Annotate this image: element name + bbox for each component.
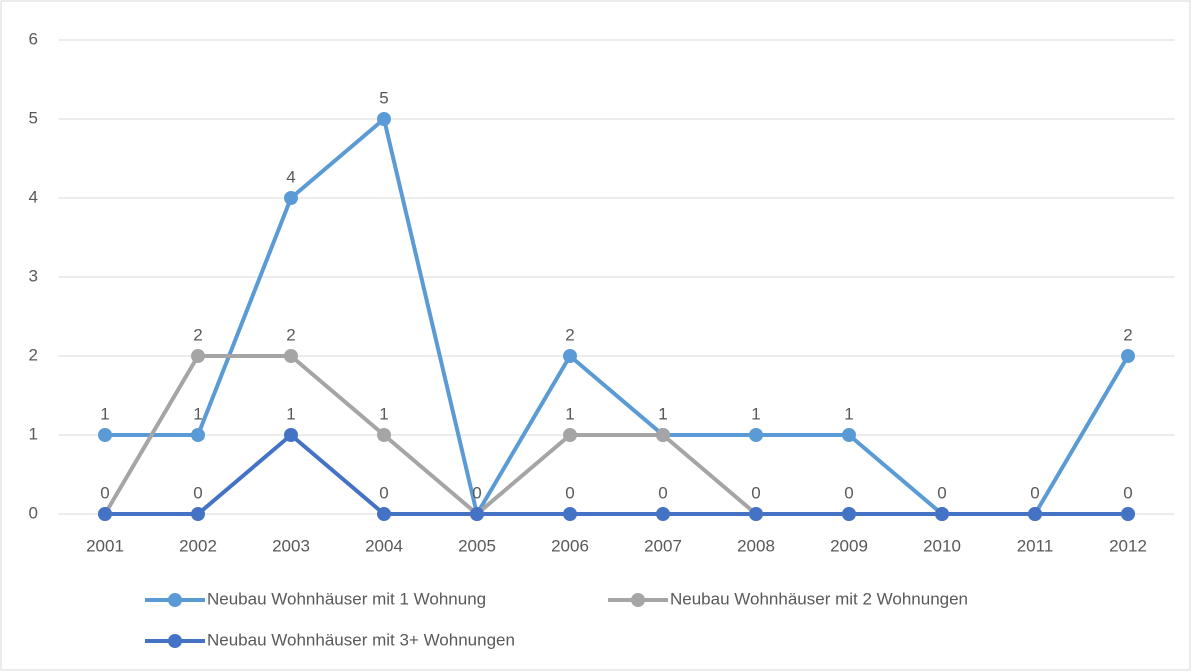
point — [470, 507, 484, 521]
x-tick-label: 2003 — [272, 536, 310, 555]
data-label: 1 — [658, 404, 667, 423]
y-tick-label: 3 — [29, 266, 38, 285]
point — [191, 428, 205, 442]
x-tick-label: 2011 — [1017, 536, 1054, 555]
x-tick-label: 2007 — [644, 536, 682, 555]
y-tick-label: 4 — [29, 187, 38, 206]
data-label: 0 — [751, 483, 760, 502]
point — [1121, 349, 1135, 363]
data-label: 1 — [379, 404, 388, 423]
point — [935, 507, 949, 521]
data-label: 5 — [379, 88, 388, 107]
data-label: 1 — [751, 404, 760, 423]
point — [842, 428, 856, 442]
x-tick-label: 2009 — [830, 536, 868, 555]
x-tick-label: 2002 — [179, 536, 217, 555]
data-label: 0 — [100, 483, 109, 502]
x-tick-label: 2008 — [737, 536, 775, 555]
y-tick-label: 2 — [29, 345, 38, 364]
point — [377, 507, 391, 521]
point — [377, 428, 391, 442]
data-label: 2 — [193, 325, 202, 344]
point — [284, 191, 298, 205]
data-label: 4 — [286, 167, 295, 186]
point — [191, 507, 205, 521]
data-label: 2 — [1123, 325, 1132, 344]
legend-label: Neubau Wohnhäuser mit 2 Wohnungen — [670, 589, 968, 608]
data-label: 0 — [1123, 483, 1132, 502]
point — [377, 112, 391, 126]
data-label: 1 — [193, 404, 202, 423]
data-label: 1 — [844, 404, 853, 423]
point — [563, 507, 577, 521]
point — [656, 507, 670, 521]
point — [1028, 507, 1042, 521]
point — [563, 428, 577, 442]
x-tick-label: 2012 — [1109, 536, 1147, 555]
legend-marker — [168, 634, 182, 648]
data-label: 1 — [286, 404, 295, 423]
data-label: 0 — [565, 483, 574, 502]
point — [656, 428, 670, 442]
x-tick-label: 2010 — [923, 536, 961, 555]
point — [98, 428, 112, 442]
data-label: 0 — [193, 483, 202, 502]
point — [563, 349, 577, 363]
data-label: 2 — [565, 325, 574, 344]
point — [842, 507, 856, 521]
legend-marker — [631, 593, 645, 607]
data-label: 1 — [658, 404, 667, 423]
data-label: 0 — [379, 483, 388, 502]
x-tick-label: 2004 — [365, 536, 403, 555]
point — [749, 507, 763, 521]
point — [749, 428, 763, 442]
x-tick-label: 2001 — [86, 536, 124, 555]
point — [191, 349, 205, 363]
point — [284, 428, 298, 442]
data-label: 1 — [100, 404, 109, 423]
y-tick-label: 5 — [29, 108, 38, 127]
x-tick-label: 2006 — [551, 536, 589, 555]
data-label: 0 — [1030, 483, 1039, 502]
data-label: 0 — [472, 483, 481, 502]
point — [1121, 507, 1135, 521]
legend-label: Neubau Wohnhäuser mit 1 Wohnung — [207, 589, 486, 608]
x-tick-label: 2005 — [458, 536, 496, 555]
y-tick-label: 0 — [29, 503, 38, 522]
data-label: 1 — [565, 404, 574, 423]
legend-marker — [168, 593, 182, 607]
y-tick-label: 6 — [29, 29, 38, 48]
point — [98, 507, 112, 521]
data-label: 0 — [844, 483, 853, 502]
legend-label: Neubau Wohnhäuser mit 3+ Wohnungen — [207, 630, 515, 649]
data-label: 0 — [937, 483, 946, 502]
data-label: 2 — [286, 325, 295, 344]
data-label: 0 — [658, 483, 667, 502]
point — [284, 349, 298, 363]
y-tick-label: 1 — [29, 424, 38, 443]
line-series — [105, 433, 1128, 516]
